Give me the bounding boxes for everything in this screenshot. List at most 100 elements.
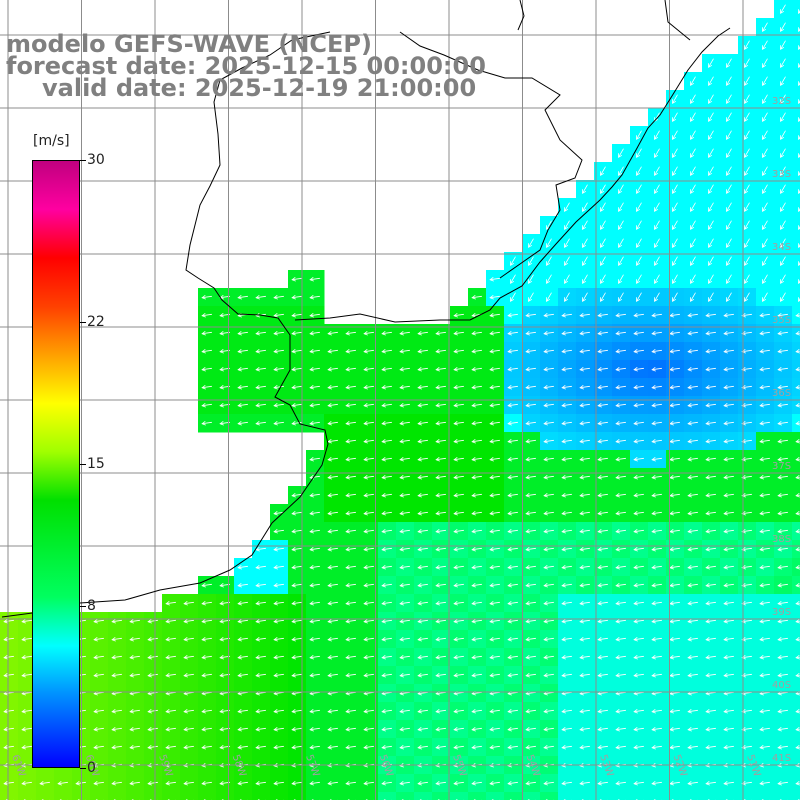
wind-cell — [792, 288, 800, 307]
wind-cell — [792, 792, 800, 800]
wind-arrow — [489, 276, 500, 282]
wind-arrow — [741, 564, 752, 570]
wind-arrow — [762, 130, 768, 141]
wind-arrow — [687, 420, 698, 426]
wind-cell — [792, 504, 800, 523]
wind-arrow — [669, 420, 680, 426]
wind-arrow — [291, 600, 302, 606]
wind-arrow — [255, 780, 266, 786]
wind-arrow — [489, 456, 500, 462]
wind-arrow — [759, 546, 770, 552]
wind-arrow — [237, 384, 248, 390]
wind-arrow — [291, 582, 302, 588]
wind-arrow — [201, 420, 212, 426]
wind-arrow — [672, 130, 678, 141]
wind-arrow — [471, 528, 482, 534]
wind-arrow — [579, 366, 590, 372]
latitude-label: 33S — [772, 169, 791, 180]
wind-arrow — [579, 708, 590, 714]
wind-cell — [792, 360, 800, 379]
wind-arrow — [147, 744, 158, 750]
wind-arrow — [399, 456, 410, 462]
wind-arrow — [780, 220, 786, 231]
wind-arrow — [561, 330, 572, 336]
wind-arrow — [381, 672, 392, 678]
wind-arrow — [636, 184, 642, 195]
wind-arrow — [654, 238, 660, 249]
wind-arrow — [759, 474, 770, 480]
wind-arrow — [489, 708, 500, 714]
wind-arrow — [471, 438, 482, 444]
wind-arrow — [741, 636, 752, 642]
wind-arrow — [582, 256, 588, 267]
wind-arrow — [417, 492, 428, 498]
wind-arrow — [363, 528, 374, 534]
wind-arrow — [672, 238, 678, 249]
wind-arrow — [381, 600, 392, 606]
wind-cell — [792, 684, 800, 703]
wind-arrow — [273, 528, 284, 534]
wind-arrow — [399, 330, 410, 336]
wind-arrow — [345, 726, 356, 732]
wind-arrow — [687, 636, 698, 642]
wind-arrow — [726, 238, 732, 249]
wind-arrow — [777, 672, 788, 678]
wind-cell — [792, 432, 800, 451]
wind-arrow — [705, 600, 716, 606]
wind-arrow — [381, 654, 392, 660]
wind-arrow — [636, 166, 642, 177]
wind-arrow — [255, 618, 266, 624]
colorbar-tick-label: 30 — [87, 152, 105, 168]
wind-arrow — [237, 366, 248, 372]
wind-arrow — [798, 63, 800, 69]
wind-arrow — [327, 726, 338, 732]
wind-arrow — [705, 348, 716, 354]
wind-arrow — [723, 366, 734, 372]
wind-arrow — [600, 220, 606, 231]
wind-arrow — [417, 600, 428, 606]
wind-arrow — [273, 708, 284, 714]
wind-arrow — [741, 546, 752, 552]
wind-arrow — [708, 202, 714, 213]
wind-cell — [792, 180, 800, 199]
wind-arrow — [345, 564, 356, 570]
wind-cell — [792, 720, 800, 739]
wind-arrow — [525, 726, 536, 732]
wind-arrow — [363, 348, 374, 354]
wind-arrow — [237, 402, 248, 408]
wind-arrow — [726, 148, 732, 159]
wind-arrow — [183, 726, 194, 732]
wind-arrow — [690, 220, 696, 231]
wind-arrow — [597, 600, 608, 606]
wind-arrow — [597, 330, 608, 336]
wind-arrow — [111, 636, 122, 642]
wind-arrow — [561, 528, 572, 534]
wind-arrow — [381, 744, 392, 750]
wind-arrow — [780, 166, 786, 177]
wind-arrow — [543, 366, 554, 372]
wind-arrow — [705, 384, 716, 390]
wind-arrow — [579, 330, 590, 336]
wind-arrow — [165, 780, 176, 786]
wind-arrow — [327, 600, 338, 606]
wind-cell — [792, 90, 800, 109]
wind-arrow — [726, 202, 732, 213]
colorbar-tick-mark — [80, 322, 86, 324]
wind-arrow — [201, 600, 212, 606]
wind-arrow — [399, 366, 410, 372]
wind-arrow — [651, 420, 662, 426]
wind-arrow — [777, 510, 788, 516]
wind-arrow — [525, 402, 536, 408]
wind-arrow — [795, 420, 800, 426]
wind-arrow — [129, 708, 140, 714]
colorbar-tick-mark — [80, 160, 86, 161]
wind-arrow — [687, 654, 698, 660]
wind-arrow — [651, 384, 662, 390]
wind-arrow — [615, 402, 626, 408]
wind-arrow — [201, 726, 212, 732]
wind-arrow — [741, 654, 752, 660]
wind-arrow — [273, 546, 284, 552]
wind-arrow — [579, 384, 590, 390]
wind-arrow — [636, 220, 642, 231]
wind-arrow — [525, 510, 536, 516]
